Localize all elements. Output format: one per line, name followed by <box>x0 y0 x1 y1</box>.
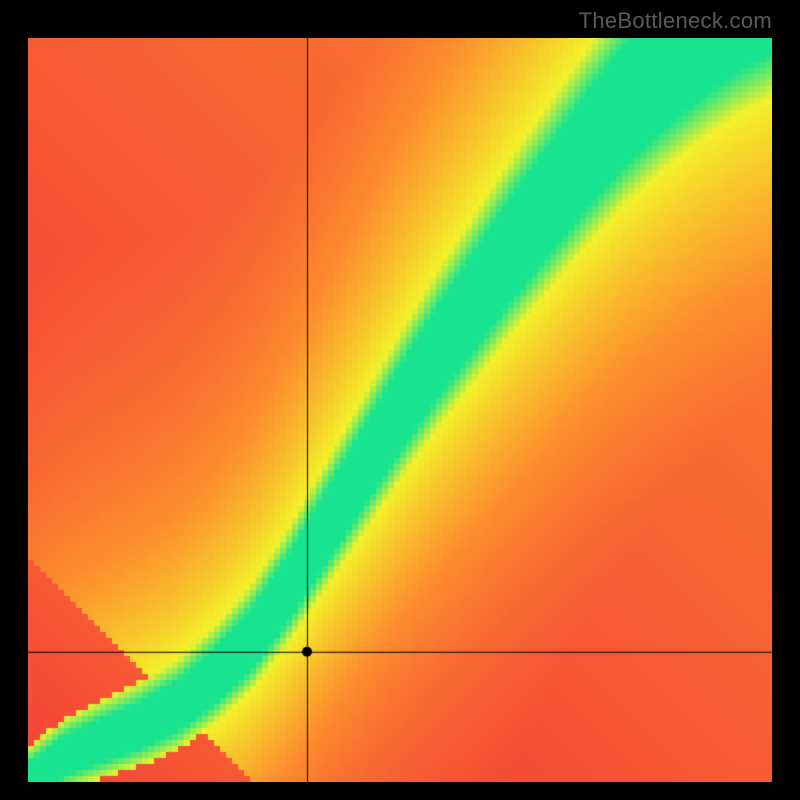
bottleneck-heatmap <box>28 38 772 782</box>
chart-container: TheBottleneck.com <box>0 0 800 800</box>
watermark-text: TheBottleneck.com <box>579 8 772 34</box>
plot-area <box>28 38 772 782</box>
